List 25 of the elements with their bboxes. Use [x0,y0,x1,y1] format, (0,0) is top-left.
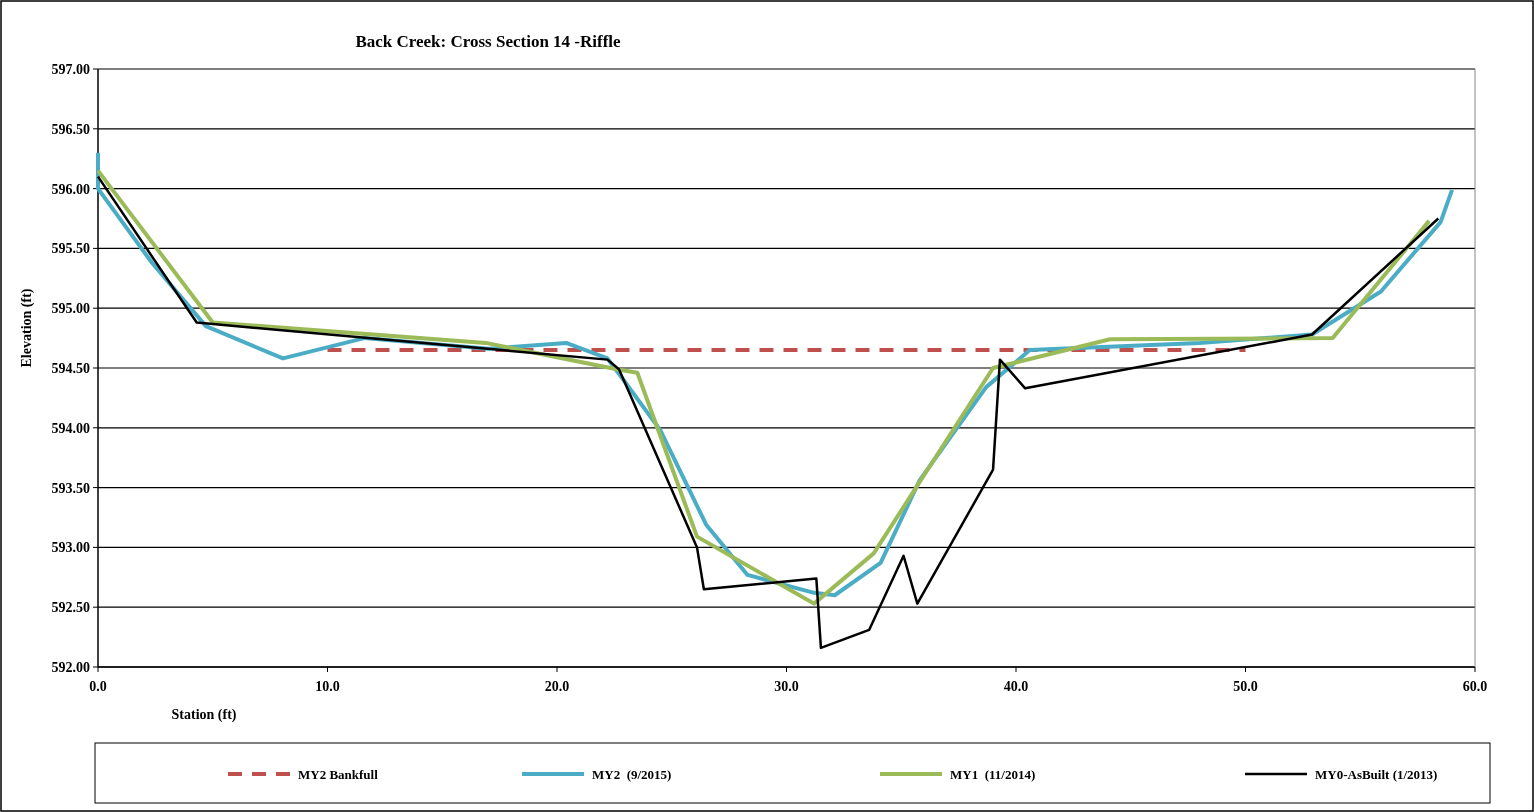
y-tick-label: 596.00 [51,181,90,197]
y-axis-title: Elevation (ft) [19,288,35,368]
y-tick-label: 594.50 [51,360,90,376]
x-tick-label: 20.0 [544,679,570,694]
y-tick-label: 597.00 [51,61,90,77]
y-tick-label: 593.00 [51,540,90,556]
y-tick-label: 594.00 [51,420,90,436]
y-tick-label: 595.00 [51,301,90,317]
y-tick-label: 595.50 [51,241,90,257]
x-axis-title: Station (ft) [171,707,237,723]
y-tick-label: 592.50 [51,600,90,616]
x-tick-label: 50.0 [1233,679,1258,694]
chart-title: Back Creek: Cross Section 14 -Riffle [355,32,622,51]
y-tick-label: 596.50 [51,121,90,137]
legend-label: MY1 (11/2014) [950,766,1036,782]
legend-label: MY0-AsBuilt (1/2013) [1315,766,1438,782]
x-tick-label: 10.0 [315,679,340,694]
y-tick-label: 593.50 [51,480,90,496]
x-tick-label: 0.0 [89,679,107,694]
y-tick-label: 592.00 [51,659,90,675]
legend-label: MY2 (9/2015) [592,766,672,782]
x-tick-label: 30.0 [774,679,799,694]
legend-label: MY2 Bankfull [298,766,379,782]
x-tick-label: 40.0 [1003,679,1029,694]
x-tick-label: 60.0 [1462,679,1488,694]
